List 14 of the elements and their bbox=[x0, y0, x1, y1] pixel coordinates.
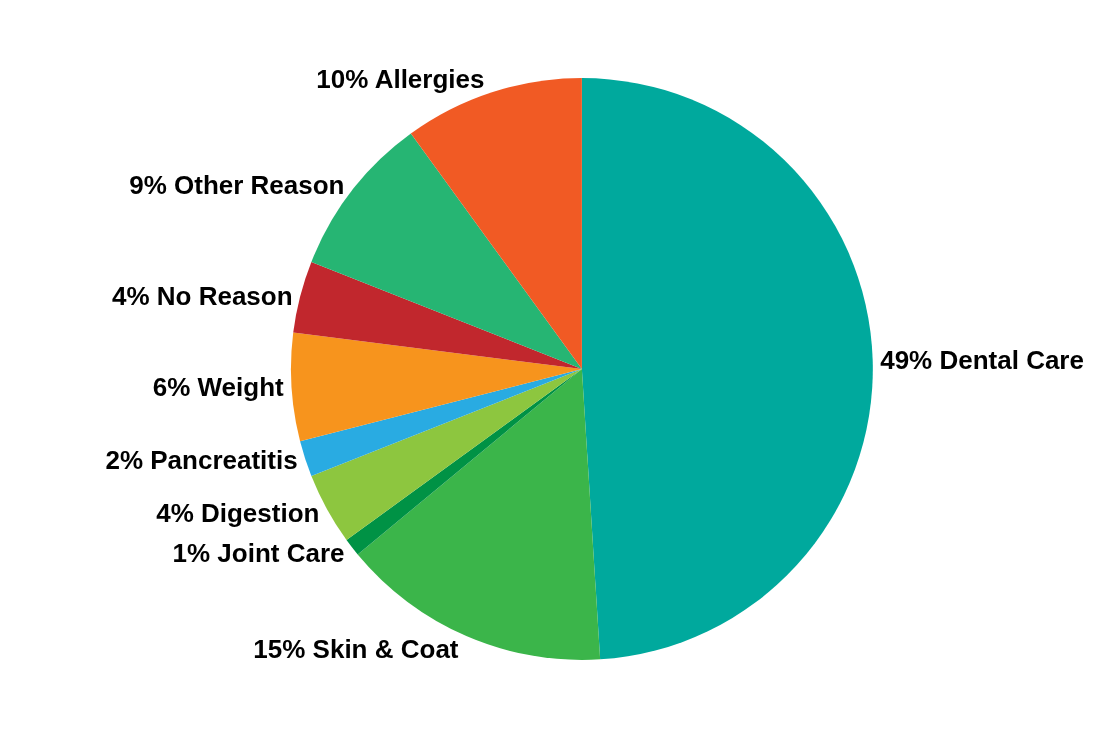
slice-label: 1% Joint Care bbox=[172, 537, 345, 568]
slice-label: 6% Weight bbox=[152, 372, 285, 403]
pie-slice bbox=[293, 261, 582, 369]
slice-label: 49% Dental Care bbox=[880, 344, 1084, 375]
pie-slice bbox=[291, 332, 582, 442]
slice-label: 9% Other Reason bbox=[129, 170, 345, 201]
pie-slice bbox=[346, 369, 582, 555]
pie-slice bbox=[581, 78, 873, 660]
slice-label: 2% Pancreatitis bbox=[105, 445, 298, 476]
slice-label: 4% No Reason bbox=[111, 280, 293, 311]
slice-label: 4% Digestion bbox=[156, 497, 320, 528]
slice-label: 10% Allergies bbox=[316, 63, 485, 94]
slice-label: 15% Skin & Coat bbox=[253, 633, 459, 664]
pie-slice bbox=[300, 369, 582, 477]
